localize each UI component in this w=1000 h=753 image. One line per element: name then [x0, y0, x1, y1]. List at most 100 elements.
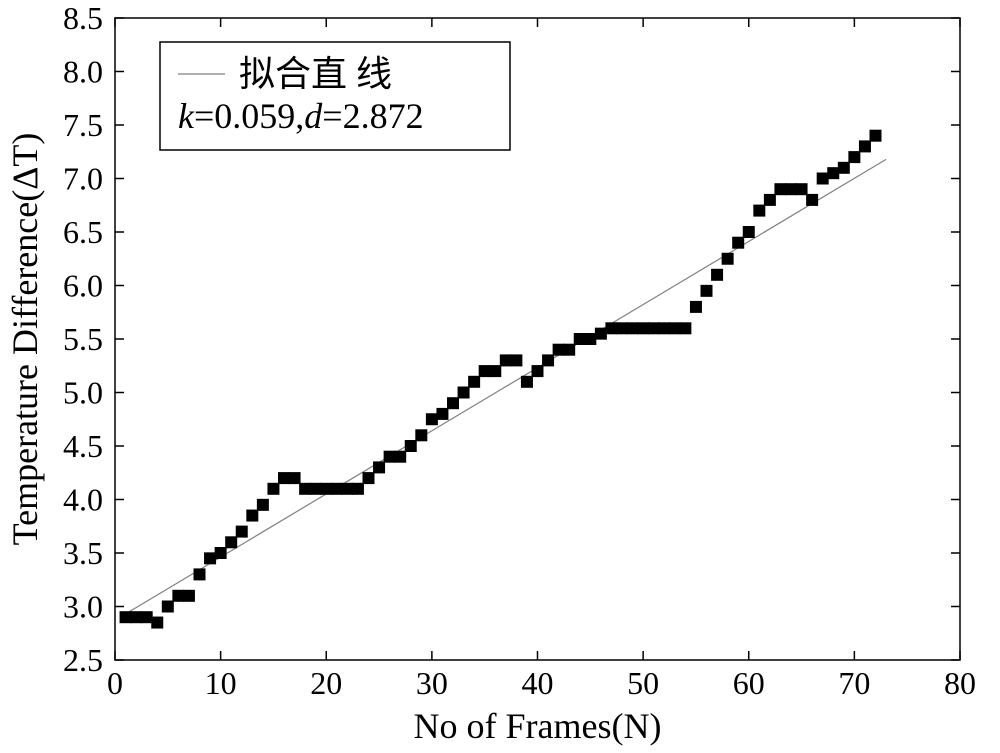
data-marker [183, 590, 195, 602]
data-marker [151, 617, 163, 629]
data-marker [352, 483, 364, 495]
x-tick-label: 50 [627, 665, 659, 701]
data-marker [753, 205, 765, 217]
data-marker [141, 611, 153, 623]
x-tick-label: 40 [522, 665, 554, 701]
data-marker [521, 376, 533, 388]
data-marker [130, 611, 142, 623]
data-marker [320, 483, 332, 495]
data-marker [310, 483, 322, 495]
data-marker [120, 611, 132, 623]
y-tick-label: 5.0 [63, 375, 103, 411]
data-marker [701, 285, 713, 297]
data-marker [257, 499, 269, 511]
data-marker [162, 601, 174, 613]
data-marker [278, 472, 290, 484]
data-marker [817, 173, 829, 185]
data-marker [500, 354, 512, 366]
y-tick-label: 2.5 [63, 642, 103, 678]
data-marker [584, 333, 596, 345]
x-tick-label: 70 [838, 665, 870, 701]
y-tick-label: 3.5 [63, 535, 103, 571]
data-marker [215, 547, 227, 559]
y-tick-label: 7.5 [63, 107, 103, 143]
data-marker [627, 322, 639, 334]
data-marker [859, 140, 871, 152]
data-marker [447, 397, 459, 409]
data-marker [870, 130, 882, 142]
data-marker [648, 322, 660, 334]
y-tick-label: 8.0 [63, 54, 103, 90]
legend-text-1: 拟合直 线 [239, 54, 392, 94]
scatter-chart: 010203040506070802.53.03.54.04.55.05.56.… [0, 0, 1000, 753]
data-marker [838, 162, 850, 174]
data-marker [690, 301, 702, 313]
data-marker [669, 322, 681, 334]
data-marker [774, 183, 786, 195]
data-marker [532, 365, 544, 377]
y-tick-label: 5.5 [63, 321, 103, 357]
y-tick-label: 7.0 [63, 161, 103, 197]
data-marker [785, 183, 797, 195]
y-tick-label: 4.0 [63, 482, 103, 518]
fit-line [126, 159, 887, 614]
data-marker [299, 483, 311, 495]
data-marker [848, 151, 860, 163]
data-marker [806, 194, 818, 206]
data-marker [458, 387, 470, 399]
data-marker [373, 461, 385, 473]
data-marker [394, 451, 406, 463]
data-marker [415, 429, 427, 441]
data-marker [743, 226, 755, 238]
data-marker [605, 322, 617, 334]
data-marker [172, 590, 184, 602]
y-tick-label: 4.5 [63, 428, 103, 464]
data-marker [574, 333, 586, 345]
data-marker [711, 269, 723, 281]
data-marker [436, 408, 448, 420]
data-marker [225, 536, 237, 548]
data-marker [426, 413, 438, 425]
data-marker [246, 510, 258, 522]
data-marker [510, 354, 522, 366]
data-marker [679, 322, 691, 334]
data-marker [289, 472, 301, 484]
x-tick-label: 20 [310, 665, 342, 701]
data-marker [732, 237, 744, 249]
data-marker [363, 472, 375, 484]
data-marker [479, 365, 491, 377]
x-tick-label: 80 [944, 665, 976, 701]
data-marker [796, 183, 808, 195]
data-marker [722, 253, 734, 265]
data-marker [658, 322, 670, 334]
legend-text-2: k=0.059,d=2.872 [178, 96, 424, 136]
x-axis-label: No of Frames(N) [414, 706, 662, 746]
data-marker [405, 440, 417, 452]
y-tick-label: 8.5 [63, 0, 103, 36]
data-marker [341, 483, 353, 495]
data-marker [563, 344, 575, 356]
data-marker [331, 483, 343, 495]
data-marker [236, 526, 248, 538]
x-tick-label: 0 [107, 665, 123, 701]
data-marker [489, 365, 501, 377]
x-tick-label: 10 [205, 665, 237, 701]
data-marker [468, 376, 480, 388]
data-marker [267, 483, 279, 495]
y-tick-label: 6.0 [63, 268, 103, 304]
data-marker [542, 354, 554, 366]
y-axis-label: Temperature Difference(ΔT) [5, 133, 45, 546]
data-marker [764, 194, 776, 206]
data-marker [204, 552, 216, 564]
data-marker [616, 322, 628, 334]
data-marker [553, 344, 565, 356]
data-marker [827, 167, 839, 179]
chart-container: 010203040506070802.53.03.54.04.55.05.56.… [0, 0, 1000, 753]
x-tick-label: 30 [416, 665, 448, 701]
data-marker [595, 328, 607, 340]
data-marker [384, 451, 396, 463]
data-marker [637, 322, 649, 334]
y-tick-label: 3.0 [63, 589, 103, 625]
data-marker [194, 568, 206, 580]
y-tick-label: 6.5 [63, 214, 103, 250]
